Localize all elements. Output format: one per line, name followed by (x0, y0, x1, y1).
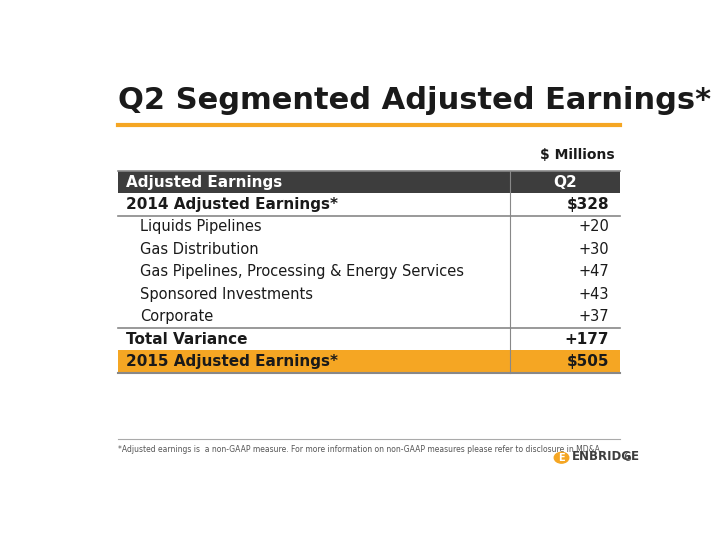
Text: Gas Pipelines, Processing & Energy Services: Gas Pipelines, Processing & Energy Servi… (140, 265, 464, 279)
Text: +37: +37 (578, 309, 609, 325)
Text: Liquids Pipelines: Liquids Pipelines (140, 219, 262, 234)
Text: 2014 Adjusted Earnings*: 2014 Adjusted Earnings* (126, 197, 338, 212)
Text: *Adjusted earnings is  a non-GAAP measure. For more information on non-GAAP meas: *Adjusted earnings is a non-GAAP measure… (118, 446, 602, 454)
Text: $ Millions: $ Millions (540, 148, 615, 162)
Text: $505: $505 (567, 354, 609, 369)
Text: Gas Distribution: Gas Distribution (140, 242, 259, 257)
Text: Adjusted Earnings: Adjusted Earnings (126, 174, 282, 190)
Text: Q2 Segmented Adjusted Earnings* Variance: Q2 Segmented Adjusted Earnings* Variance (118, 85, 720, 114)
Circle shape (554, 453, 569, 463)
Text: 2015 Adjusted Earnings*: 2015 Adjusted Earnings* (126, 354, 338, 369)
Text: Corporate: Corporate (140, 309, 213, 325)
Text: Q2: Q2 (553, 174, 577, 190)
Text: +177: +177 (564, 332, 609, 347)
Text: +30: +30 (578, 242, 609, 257)
FancyBboxPatch shape (118, 171, 620, 193)
Text: E: E (558, 453, 564, 463)
Text: $328: $328 (567, 197, 609, 212)
Text: 6: 6 (623, 451, 631, 464)
Text: +43: +43 (578, 287, 609, 302)
Text: ENBRIDGE: ENBRIDGE (572, 450, 639, 463)
Text: Sponsored Investments: Sponsored Investments (140, 287, 313, 302)
FancyBboxPatch shape (118, 350, 620, 373)
Text: +20: +20 (578, 219, 609, 234)
Text: Total Variance: Total Variance (126, 332, 248, 347)
Text: +47: +47 (578, 265, 609, 279)
